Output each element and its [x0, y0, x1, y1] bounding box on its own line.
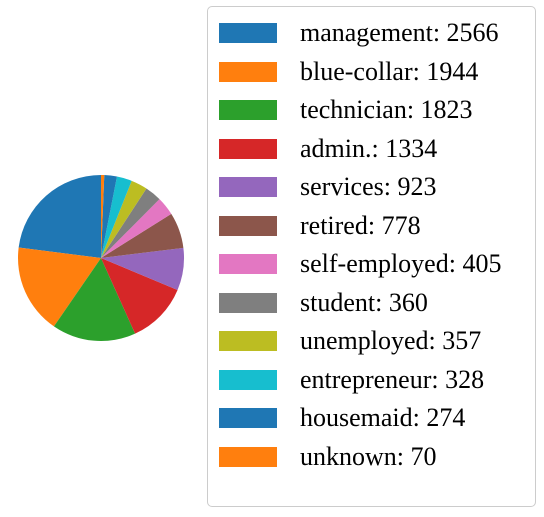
legend-label: services: 923 [300, 167, 436, 207]
legend-entry: entrepreneur: 328 [219, 360, 535, 400]
legend-label: housemaid: 274 [300, 398, 465, 438]
legend-entry: blue-collar: 1944 [219, 52, 535, 92]
pie-slice-0 [19, 175, 101, 258]
legend-swatch [219, 100, 277, 120]
legend-swatch [219, 62, 277, 82]
legend-entry: self-employed: 405 [219, 244, 535, 284]
legend-label: management: 2566 [300, 13, 499, 53]
legend-swatch [219, 331, 277, 351]
legend-swatch [219, 254, 277, 274]
legend-swatch [219, 177, 277, 197]
legend-label: technician: 1823 [300, 90, 473, 130]
legend-entry: management: 2566 [219, 13, 535, 53]
legend-label: unemployed: 357 [300, 321, 481, 361]
legend-swatch [219, 139, 277, 159]
legend-label: blue-collar: 1944 [300, 52, 478, 92]
legend-label: admin.: 1334 [300, 129, 437, 169]
legend-swatch [219, 216, 277, 236]
legend-entry: admin.: 1334 [219, 129, 535, 169]
legend-swatch [219, 293, 277, 313]
pie-chart [0, 0, 205, 517]
legend-entry: retired: 778 [219, 206, 535, 246]
chart-legend: management: 2566 blue-collar: 1944 technic… [207, 6, 536, 507]
legend-entry: unknown: 70 [219, 437, 535, 477]
legend-label: unknown: 70 [300, 437, 437, 477]
legend-swatch [219, 408, 277, 428]
legend-label: student: 360 [300, 283, 428, 323]
legend-swatch [219, 447, 277, 467]
legend-label: entrepreneur: 328 [300, 360, 484, 400]
legend-label: retired: 778 [300, 206, 421, 246]
legend-label: self-employed: 405 [300, 244, 501, 284]
legend-entry: unemployed: 357 [219, 321, 535, 361]
legend-entry: housemaid: 274 [219, 398, 535, 438]
legend-entry: services: 923 [219, 167, 535, 207]
legend-swatch [219, 23, 277, 43]
legend-swatch [219, 370, 277, 390]
legend-entry: student: 360 [219, 283, 535, 323]
legend-entry: technician: 1823 [219, 90, 535, 130]
